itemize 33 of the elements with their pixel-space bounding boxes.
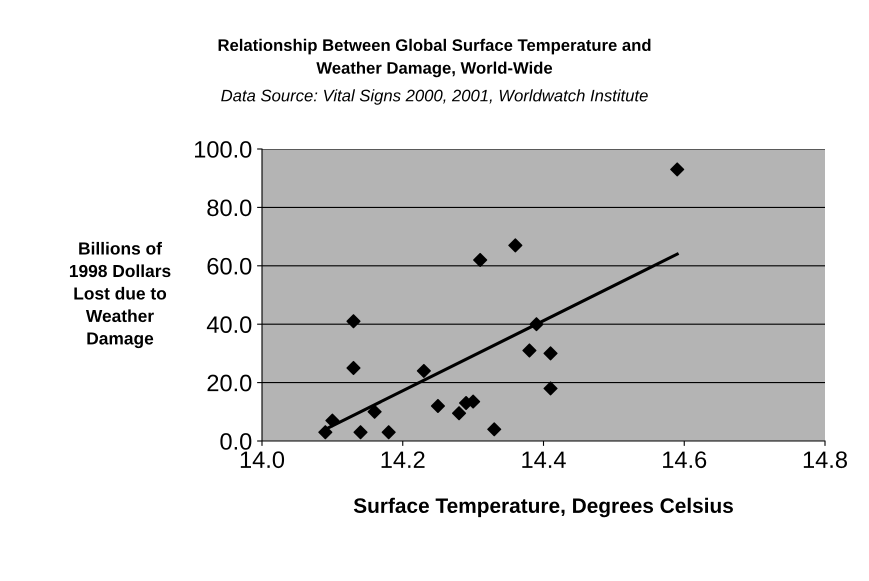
x-tick-label: 14.0 — [240, 451, 284, 468]
point — [452, 406, 466, 420]
point — [346, 360, 361, 376]
point — [543, 381, 558, 396]
point — [325, 414, 340, 428]
x-tick-label: 14.6 — [663, 451, 706, 468]
point — [529, 317, 544, 332]
point — [318, 425, 332, 440]
y-tick-label: 0.0 — [220, 433, 252, 450]
point — [522, 343, 536, 358]
chart-subtitle: Data Source: Vital Signs 2000, 2001, Worldwatch Institute — [221, 89, 648, 105]
point — [487, 422, 502, 436]
x-tick-label: 14.2 — [382, 451, 425, 468]
point — [473, 252, 488, 268]
point — [543, 346, 558, 360]
y-axis-title: Billions of 1998 Dollars Lost due to Weather Damage — [70, 242, 170, 348]
point — [353, 425, 368, 440]
point — [346, 314, 361, 328]
chart-title: Relationship Between Global Surface Temperature and Weather Damage, World-Wide — [218, 38, 650, 78]
x-tick-label: 14.4 — [522, 452, 566, 468]
x-tick-label: 14.8 — [804, 451, 847, 468]
point — [382, 425, 396, 440]
y-tick-label: 80.0 — [207, 199, 252, 216]
point — [670, 162, 684, 176]
point — [368, 404, 382, 419]
point — [430, 398, 445, 414]
point — [508, 238, 522, 252]
point — [416, 364, 431, 378]
y-tick-label: 100.0 — [195, 141, 252, 158]
y-tick-label: 40.0 — [206, 316, 252, 333]
x-axis-title: Surface Temperature, Degrees Celsius — [354, 498, 733, 518]
y-tick-label: 60.0 — [208, 258, 252, 275]
y-tick-label: 20.0 — [208, 374, 252, 392]
